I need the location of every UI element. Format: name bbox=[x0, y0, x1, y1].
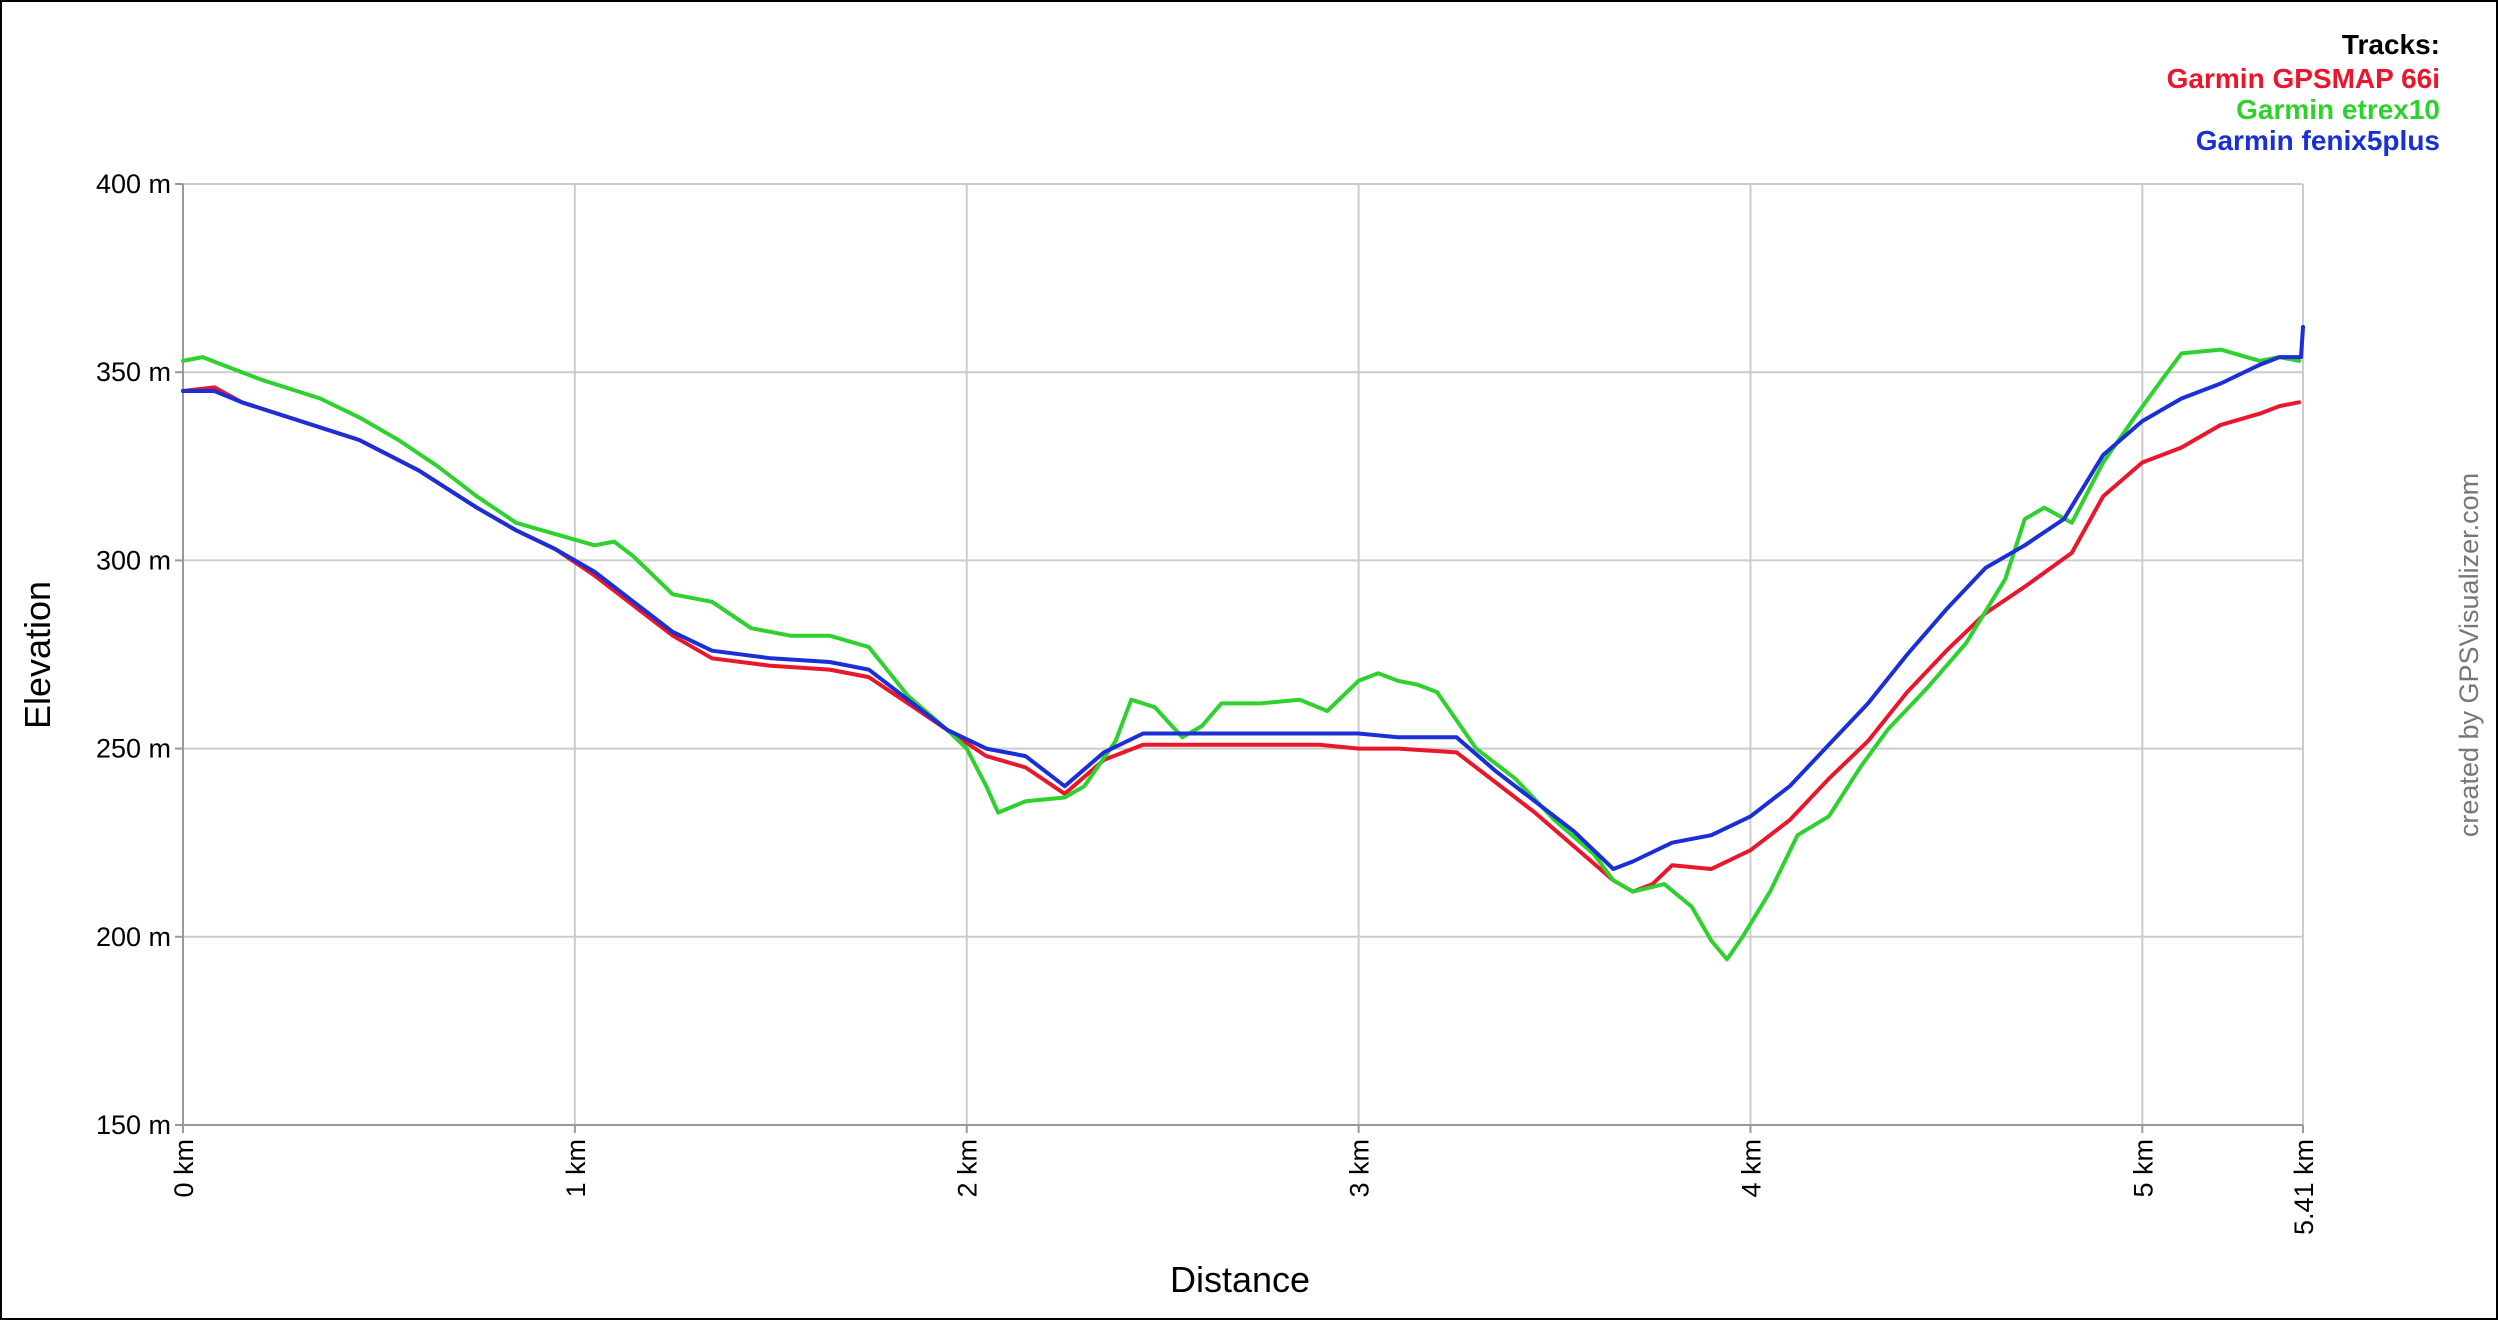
series-lines bbox=[181, 325, 2305, 962]
legend-entry-1: Garmin GPSMAP 66i bbox=[2167, 63, 2440, 94]
y-axis-ticks: 150 m 200 m 250 m 300 m 350 m 400 m bbox=[96, 169, 183, 1140]
series-line-2 bbox=[181, 347, 2302, 962]
x-tick-label: 5 km bbox=[2128, 1139, 2158, 1198]
legend-entry-3: Garmin fenix5plus bbox=[2196, 125, 2440, 156]
y-tick-label: 400 m bbox=[96, 169, 171, 199]
x-axis-label: Distance bbox=[1170, 1259, 1310, 1300]
legend-title: Tracks: bbox=[2342, 29, 2440, 60]
y-axis-label: Elevation bbox=[17, 581, 58, 729]
series-line-3 bbox=[181, 325, 2305, 871]
x-tick-label: 2 km bbox=[953, 1139, 983, 1198]
x-tick-label: 1 km bbox=[561, 1139, 591, 1198]
y-tick-label: 150 m bbox=[96, 1110, 171, 1140]
y-tick-label: 250 m bbox=[96, 734, 171, 764]
grid-lines bbox=[182, 183, 2304, 1126]
x-tick-label: 4 km bbox=[1736, 1139, 1766, 1198]
y-tick-label: 200 m bbox=[96, 922, 171, 952]
x-axis-ticks: 0 km 1 km 2 km 3 km 4 km 5 km 5.41 km bbox=[169, 1125, 2319, 1235]
credit-text: created by GPSVisualizer.com bbox=[2454, 473, 2484, 837]
x-tick-label: 0 km bbox=[169, 1139, 199, 1198]
y-tick-label: 300 m bbox=[96, 545, 171, 575]
series-line-1 bbox=[181, 385, 2302, 894]
legend-entry-2: Garmin etrex10 bbox=[2236, 94, 2440, 125]
x-tick-label: 3 km bbox=[1345, 1139, 1375, 1198]
x-tick-label: 5.41 km bbox=[2289, 1139, 2319, 1235]
y-tick-label: 350 m bbox=[96, 357, 171, 387]
